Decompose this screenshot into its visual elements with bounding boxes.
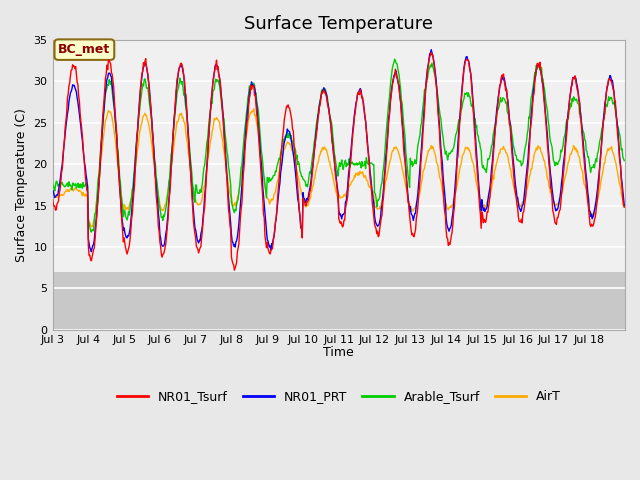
AirT bbox=[431, 151, 439, 156]
AirT bbox=[116, 190, 124, 195]
NR01_PRT bbox=[428, 47, 435, 52]
Bar bbox=[52, 272, 625, 330]
NR01_Tsurf bbox=[620, 204, 628, 210]
AirT bbox=[250, 106, 258, 112]
Arable_Tsurf bbox=[271, 168, 279, 174]
Arable_Tsurf bbox=[116, 179, 124, 185]
Arable_Tsurf bbox=[620, 158, 628, 164]
NR01_Tsurf bbox=[116, 183, 124, 189]
AirT bbox=[49, 192, 56, 197]
Title: Surface Temperature: Surface Temperature bbox=[244, 15, 433, 33]
NR01_Tsurf bbox=[431, 71, 439, 76]
NR01_Tsurf bbox=[221, 143, 228, 148]
NR01_Tsurf bbox=[271, 220, 279, 226]
Arable_Tsurf bbox=[399, 110, 406, 116]
NR01_Tsurf bbox=[250, 83, 258, 89]
AirT bbox=[251, 113, 259, 119]
AirT bbox=[221, 158, 229, 164]
NR01_PRT bbox=[49, 188, 56, 193]
Arable_Tsurf bbox=[431, 72, 439, 78]
NR01_PRT bbox=[398, 118, 406, 124]
Legend: NR01_Tsurf, NR01_PRT, Arable_Tsurf, AirT: NR01_Tsurf, NR01_PRT, Arable_Tsurf, AirT bbox=[111, 385, 566, 408]
Text: BC_met: BC_met bbox=[58, 43, 111, 56]
NR01_PRT bbox=[221, 149, 229, 155]
NR01_Tsurf bbox=[398, 121, 406, 127]
Line: NR01_Tsurf: NR01_Tsurf bbox=[52, 52, 624, 270]
Arable_Tsurf bbox=[250, 80, 258, 86]
AirT bbox=[272, 185, 280, 191]
NR01_Tsurf bbox=[428, 49, 435, 55]
NR01_PRT bbox=[431, 67, 439, 72]
NR01_Tsurf bbox=[49, 196, 56, 202]
Line: AirT: AirT bbox=[52, 109, 624, 227]
NR01_Tsurf bbox=[230, 267, 238, 273]
Arable_Tsurf bbox=[391, 56, 399, 62]
NR01_PRT bbox=[116, 192, 124, 198]
NR01_PRT bbox=[620, 203, 628, 208]
NR01_PRT bbox=[88, 249, 95, 254]
Arable_Tsurf bbox=[221, 134, 229, 140]
Arable_Tsurf bbox=[88, 229, 95, 235]
AirT bbox=[399, 168, 406, 174]
X-axis label: Time: Time bbox=[323, 346, 354, 359]
Arable_Tsurf bbox=[49, 181, 56, 187]
AirT bbox=[620, 202, 628, 208]
NR01_PRT bbox=[271, 220, 279, 226]
Line: NR01_PRT: NR01_PRT bbox=[52, 49, 624, 252]
NR01_PRT bbox=[250, 83, 258, 88]
Line: Arable_Tsurf: Arable_Tsurf bbox=[52, 59, 624, 232]
AirT bbox=[88, 224, 95, 229]
Y-axis label: Surface Temperature (C): Surface Temperature (C) bbox=[15, 108, 28, 262]
